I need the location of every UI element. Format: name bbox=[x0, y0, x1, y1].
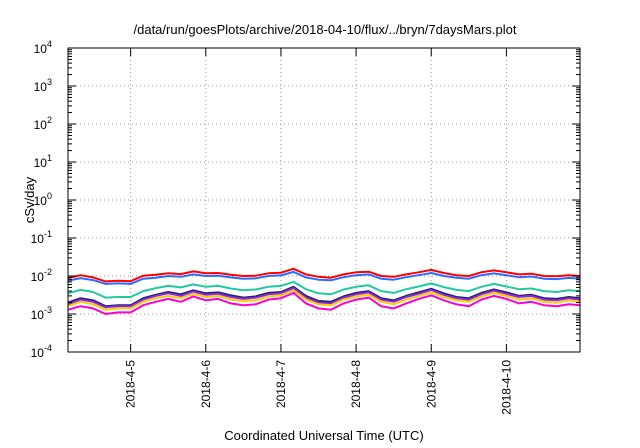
y-tick-label: 100 bbox=[34, 191, 52, 208]
chart-title: /data/run/goesPlots/archive/2018-04-10/f… bbox=[134, 22, 517, 37]
x-axis-label: Coordinated Universal Time (UTC) bbox=[224, 428, 423, 443]
x-tick-label: 2018-4-7 bbox=[274, 360, 288, 408]
y-tick-label: 10-2 bbox=[31, 267, 52, 284]
series-line-6 bbox=[67, 289, 581, 311]
x-tick-label: 2018-4-8 bbox=[349, 360, 363, 408]
series-line-2 bbox=[67, 270, 581, 285]
series-line-3 bbox=[67, 280, 581, 299]
y-tick-label: 10-1 bbox=[31, 229, 52, 246]
series-line-1 bbox=[67, 267, 581, 283]
x-tick-label: 2018-4-10 bbox=[499, 360, 513, 415]
y-tick-label: 102 bbox=[34, 115, 52, 132]
series-line-7 bbox=[67, 291, 581, 315]
x-axis: 2018-4-5 2018-4-6 2018-4-7 2018-4-8 2018-4-9… bbox=[124, 48, 513, 415]
y-axis: 10-4 10-3 10-2 10-1 100 101 102 103 104 bbox=[31, 39, 580, 360]
y-tick-label: 10-4 bbox=[31, 343, 52, 360]
series-line-4 bbox=[67, 285, 581, 308]
x-tick-label: 2018-4-9 bbox=[424, 360, 438, 408]
series-layer bbox=[67, 267, 581, 315]
y-tick-label: 10-3 bbox=[31, 305, 52, 322]
series-line-5 bbox=[67, 287, 581, 309]
y-tick-label: 101 bbox=[34, 153, 52, 170]
y-tick-label: 104 bbox=[34, 39, 52, 56]
grid-lines bbox=[68, 48, 580, 352]
x-tick-label: 2018-4-6 bbox=[199, 360, 213, 408]
x-tick-label: 2018-4-5 bbox=[124, 360, 138, 408]
y-tick-label: 103 bbox=[34, 77, 52, 94]
y-axis-label: cSv/day bbox=[22, 176, 37, 223]
